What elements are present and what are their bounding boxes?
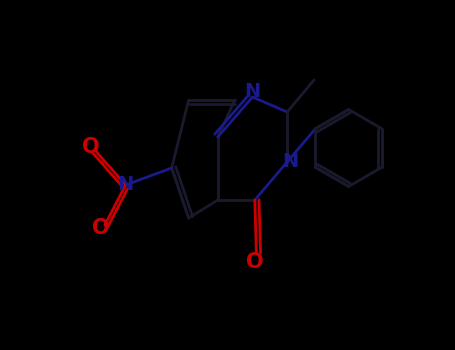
- Text: O: O: [92, 218, 110, 238]
- Text: O: O: [82, 136, 100, 156]
- Text: O: O: [246, 252, 263, 272]
- Text: N: N: [283, 153, 299, 172]
- Text: N: N: [117, 175, 134, 195]
- Text: N: N: [244, 82, 261, 101]
